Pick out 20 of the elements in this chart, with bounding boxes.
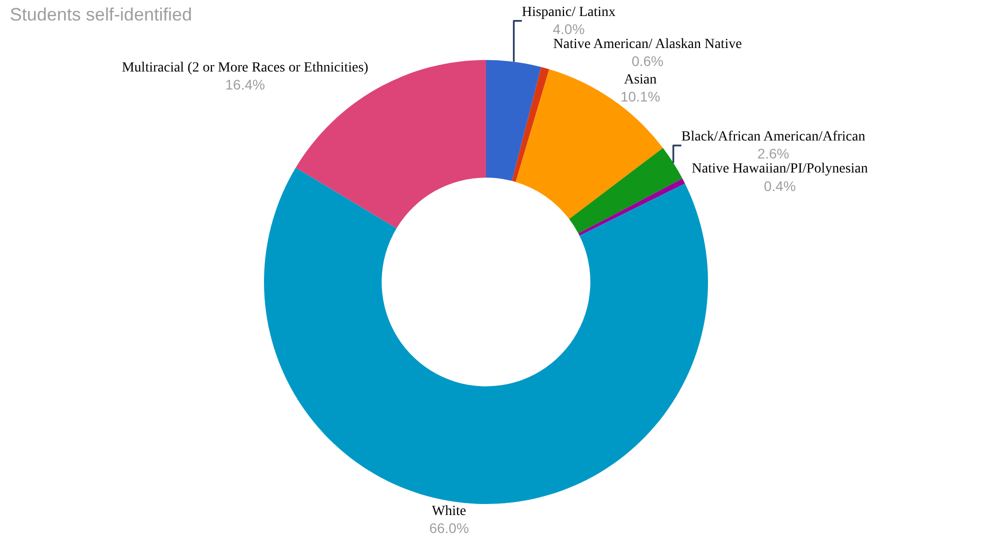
slice-label: Native Hawaiian/PI/Polynesian xyxy=(692,162,868,177)
donut-slice xyxy=(569,148,682,234)
slice-label: Native American/ Alaskan Native xyxy=(553,36,742,52)
data-label: 0.4% xyxy=(764,178,796,194)
donut-slice xyxy=(516,69,663,220)
data-label: 16.4% xyxy=(225,76,265,93)
data-label: 4.0% xyxy=(552,20,585,37)
donut-slice xyxy=(512,66,550,182)
slice-label: Hispanic/ Latinx xyxy=(522,4,616,20)
donut-slice xyxy=(486,60,542,181)
data-label: 2.6% xyxy=(757,146,790,162)
slice-label: Black/African American/African xyxy=(681,129,866,144)
data-label: 66.0% xyxy=(429,520,469,536)
slice-label: Multiracial (2 or More Races or Ethnicities) xyxy=(122,60,369,76)
data-label: 0.6% xyxy=(632,53,664,70)
slice-label: White xyxy=(432,504,466,519)
slice-label: Asian xyxy=(624,72,657,88)
chart-title: Students self-identified xyxy=(10,4,192,25)
data-label: 10.1% xyxy=(620,88,660,105)
donut-slice xyxy=(578,178,685,236)
